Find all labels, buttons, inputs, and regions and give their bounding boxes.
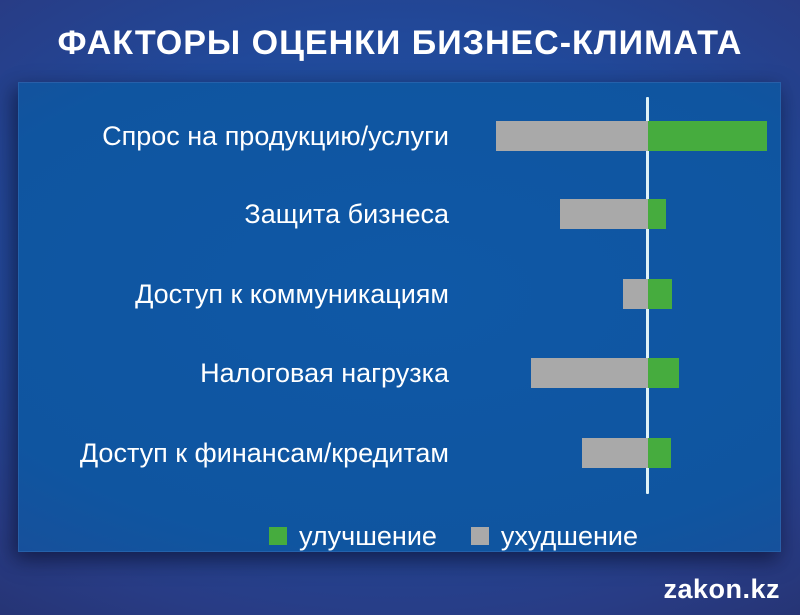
legend-item-improvement: улучшение [269,521,437,551]
page-title: ФАКТОРЫ ОЦЕНКИ БИЗНЕС-КЛИМАТА [57,24,743,62]
category-label: Доступ к коммуникациям [135,279,449,309]
improvement-bar [648,358,679,388]
legend-label-worsening: ухудшение [500,521,638,551]
category-label: Защита бизнеса [244,199,449,229]
improvement-bar [648,279,672,309]
improvement-swatch-icon [269,527,287,545]
improvement-bar [648,438,671,468]
worsening-bar [623,279,648,309]
worsening-bar [560,199,648,229]
worsening-bar [496,121,648,151]
category-label: Доступ к финансам/кредитам [79,438,449,468]
worsening-bar [531,358,648,388]
legend-item-worsening: ухудшение [470,521,638,551]
chart-panel: Спрос на продукцию/услуги Защита бизнеса Д… [18,82,781,552]
worsening-bar [582,438,648,468]
improvement-bar [648,121,767,151]
legend-label-improvement: улучшение [299,521,437,551]
category-label: Налоговая нагрузка [200,358,449,388]
category-label: Спрос на продукцию/услуги [102,121,449,151]
worsening-swatch-icon [470,527,489,545]
chart-legend: улучшение ухудшение [269,521,638,551]
watermark-zakon-kz: zakon.kz [663,574,780,604]
improvement-bar [648,199,666,229]
